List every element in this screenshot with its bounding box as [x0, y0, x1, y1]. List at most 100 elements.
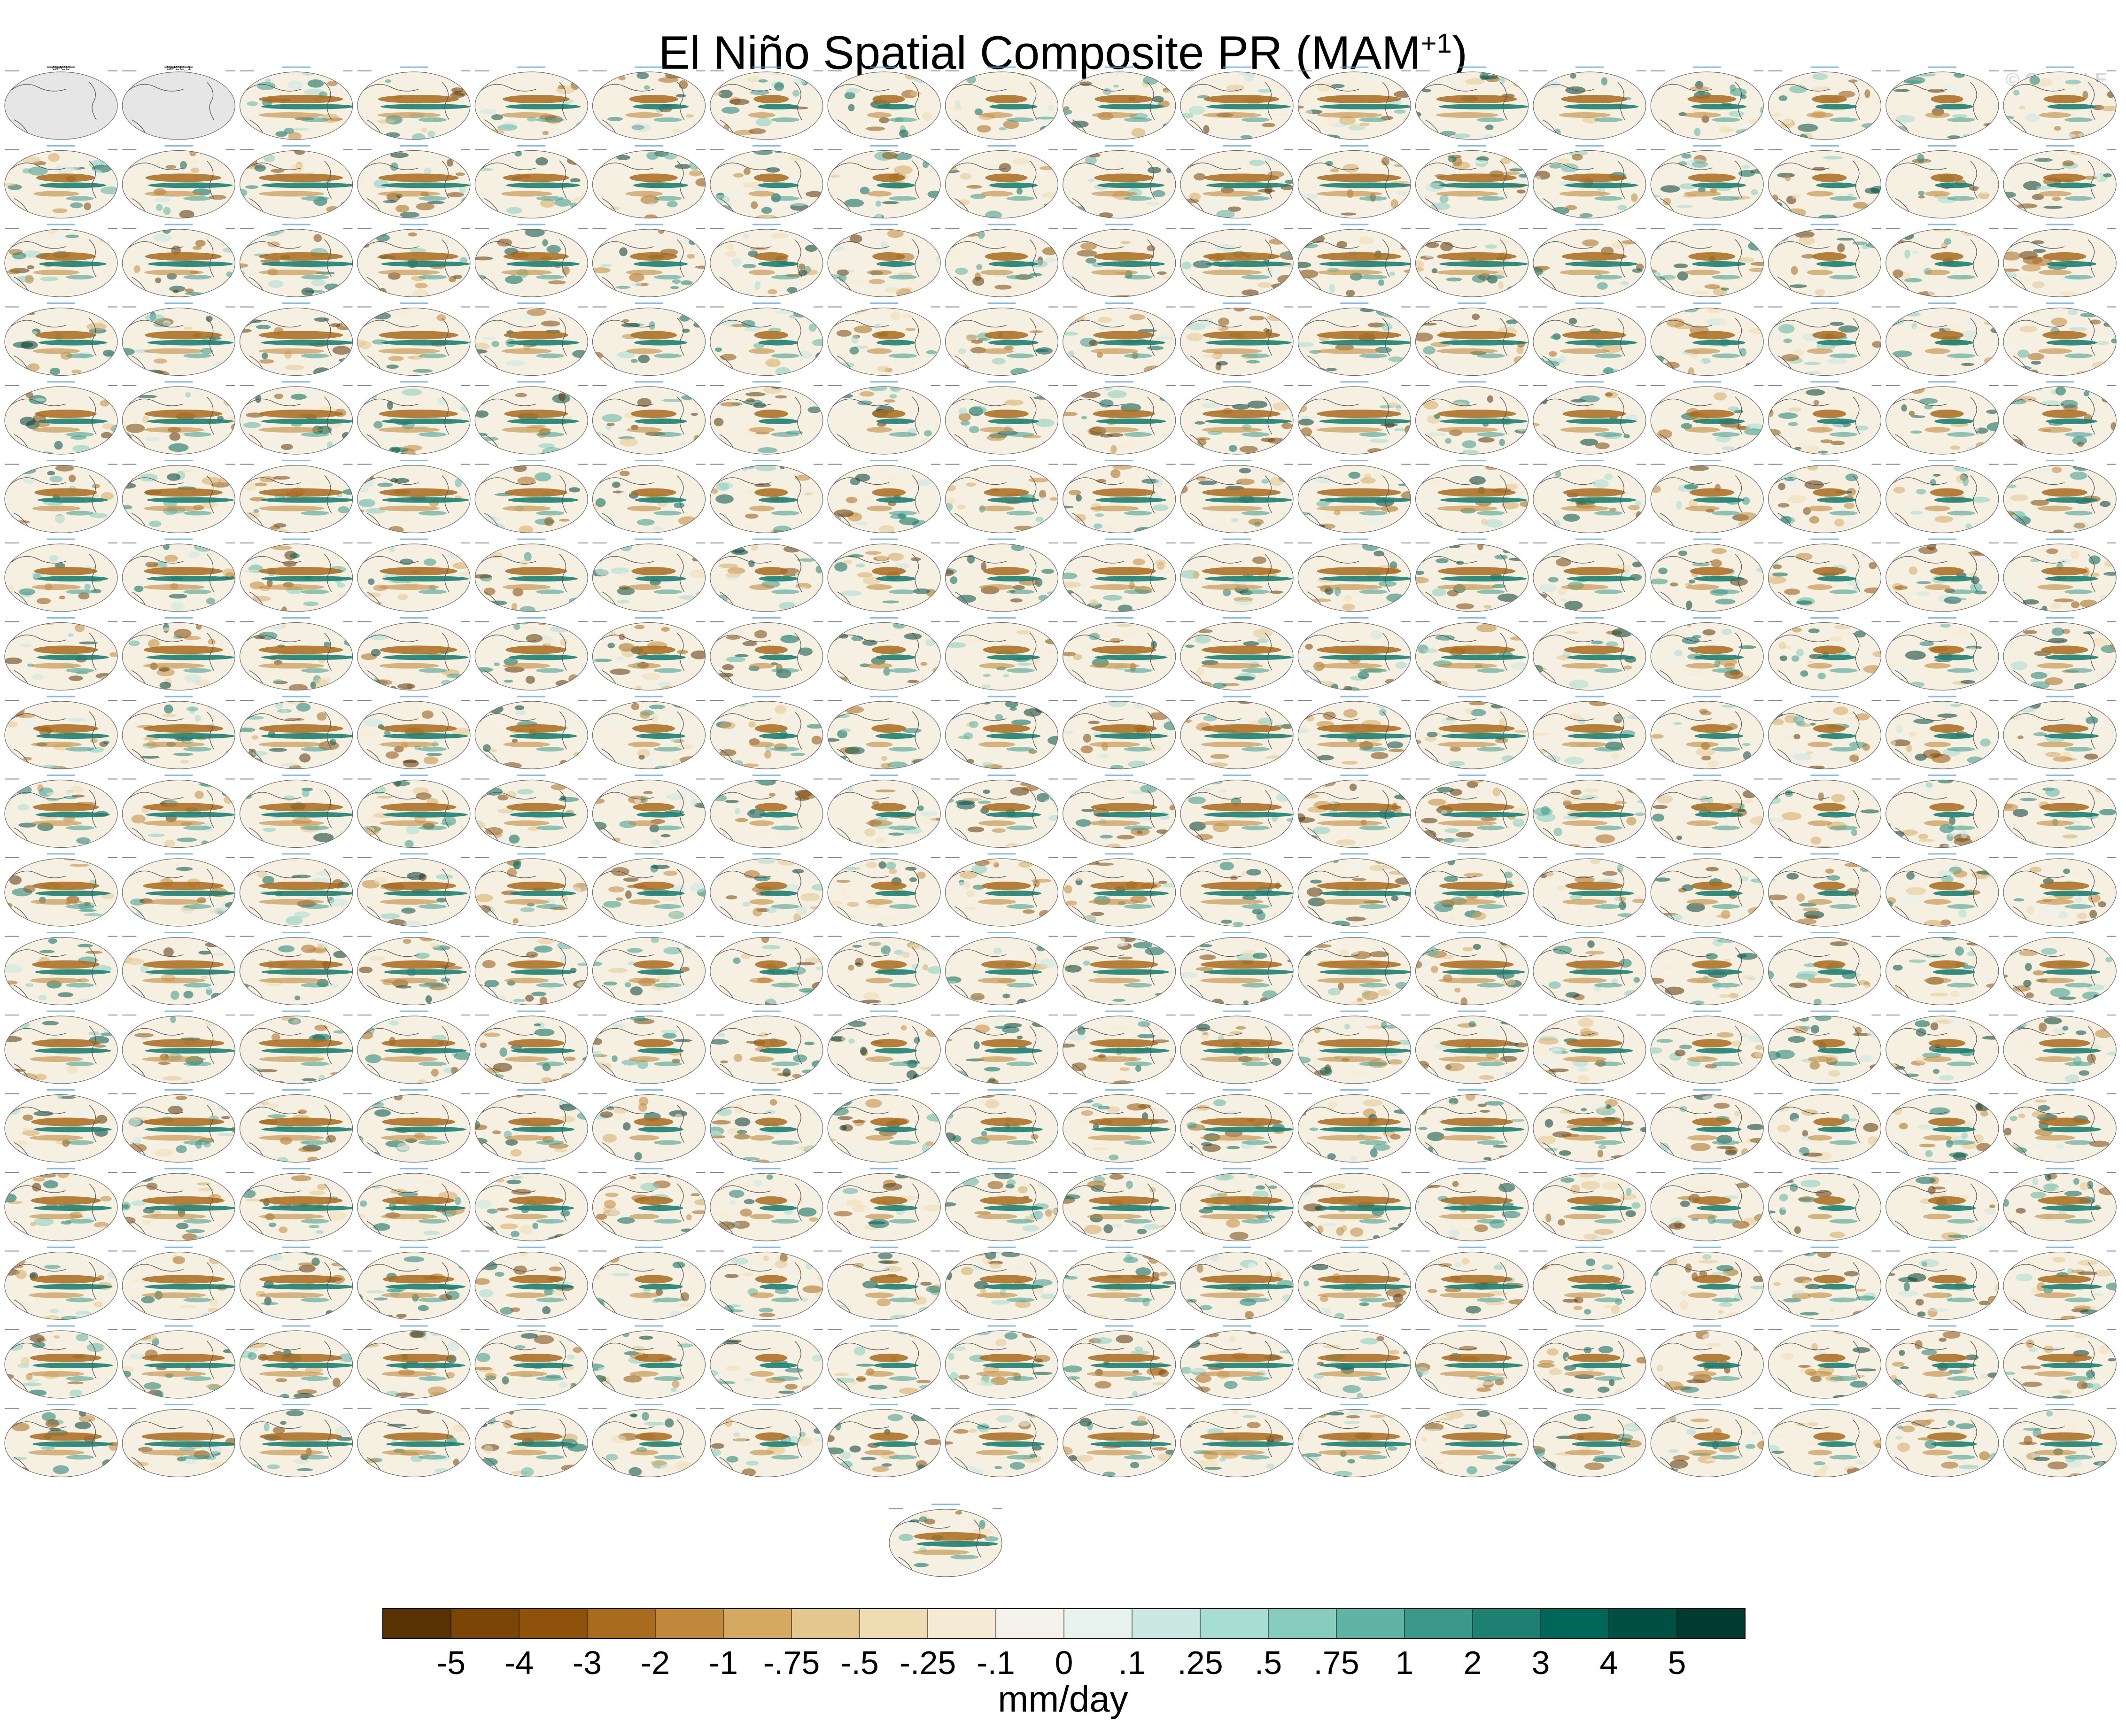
map-panel — [822, 225, 947, 298]
anomaly-blob — [2102, 396, 2113, 403]
wet-anomaly-band — [183, 196, 211, 201]
wet-anomaly-band — [1564, 183, 1638, 188]
dry-anomaly-band — [1807, 506, 1832, 512]
anomaly-blob — [1418, 74, 1426, 79]
map-panel — [828, 618, 941, 691]
anomaly-blob — [828, 312, 835, 320]
anomaly-blob — [1539, 584, 1557, 593]
wet-anomaly-band — [1830, 511, 1858, 516]
map-panel-field — [2003, 383, 2117, 454]
anomaly-blob — [1964, 647, 1981, 654]
dry-anomaly-band — [1560, 427, 1609, 433]
anomaly-blob — [212, 213, 219, 218]
map-panel-field — [589, 542, 713, 614]
wet-anomaly-band — [2047, 261, 2096, 267]
map-panel — [945, 618, 1061, 690]
anomaly-blob — [979, 598, 998, 602]
anomaly-blob — [1347, 306, 1360, 314]
anomaly-blob — [1769, 202, 1783, 208]
anomaly-blob — [1388, 356, 1404, 362]
anomaly-blob — [273, 679, 283, 683]
anomaly-blob — [1404, 270, 1418, 273]
anomaly-blob — [1391, 199, 1398, 208]
anomaly-blob — [1906, 452, 1924, 456]
anomaly-blob — [1389, 191, 1398, 199]
wet-anomaly-band — [536, 196, 564, 201]
anomaly-blob — [134, 586, 143, 592]
anomaly-blob — [195, 240, 206, 247]
anomaly-blob — [2051, 318, 2067, 326]
wet-anomaly-band — [889, 511, 917, 516]
dry-anomaly-band — [34, 488, 97, 497]
wet-anomaly-band — [1934, 576, 1974, 581]
dry-anomaly-band — [1094, 174, 1154, 182]
anomaly-blob — [1257, 189, 1275, 193]
anomaly-blob — [591, 128, 605, 137]
map-panel — [240, 539, 355, 613]
anomaly-blob — [1664, 446, 1672, 455]
wet-anomaly-band — [1006, 275, 1034, 279]
anomaly-blob — [661, 627, 669, 632]
anomaly-blob — [1089, 599, 1098, 606]
anomaly-blob — [1864, 187, 1880, 194]
map-panel — [1651, 67, 1766, 140]
dry-anomaly-band — [1813, 488, 1846, 497]
anomaly-blob — [1689, 580, 1695, 584]
anomaly-blob — [725, 288, 736, 297]
wet-anomaly-band — [989, 183, 1038, 188]
anomaly-blob — [1560, 598, 1567, 602]
anomaly-blob — [442, 229, 452, 233]
anomaly-blob — [1095, 513, 1104, 517]
dry-anomaly-band — [1807, 191, 1833, 197]
anomaly-blob — [819, 371, 825, 378]
wet-anomaly-band — [146, 733, 235, 739]
anomaly-blob — [23, 475, 35, 484]
dry-anomaly-band — [1807, 349, 1833, 354]
anomaly-blob — [1513, 81, 1526, 87]
anomaly-blob — [390, 163, 398, 171]
anomaly-blob — [2103, 173, 2111, 178]
wet-anomaly-band — [1477, 668, 1505, 673]
anomaly-blob — [966, 482, 977, 487]
anomaly-blob — [1521, 357, 1533, 364]
anomaly-blob — [2065, 80, 2081, 85]
anomaly-blob — [1780, 348, 1789, 351]
anomaly-blob — [1234, 676, 1255, 680]
anomaly-blob — [2001, 628, 2009, 633]
anomaly-blob — [171, 602, 185, 611]
anomaly-blob — [617, 657, 623, 660]
anomaly-blob — [188, 551, 200, 558]
map-panel-field — [828, 308, 940, 378]
anomaly-blob — [1342, 604, 1355, 611]
dry-anomaly-band — [1687, 95, 1736, 103]
anomaly-blob — [745, 392, 766, 396]
anomaly-blob — [114, 682, 120, 691]
dry-anomaly-band — [755, 646, 788, 654]
dry-anomaly-band — [1812, 174, 1847, 182]
map-panel-field — [1, 621, 123, 691]
dry-anomaly-band — [872, 410, 906, 418]
anomaly-blob — [942, 569, 954, 576]
anomaly-blob — [260, 476, 276, 482]
anomaly-blob — [1181, 553, 1187, 557]
map-panel — [233, 225, 355, 297]
dry-anomaly-band — [378, 270, 440, 275]
anomaly-blob — [1462, 440, 1476, 448]
map-panel — [1525, 225, 1646, 297]
map-panel — [943, 461, 1058, 533]
anomaly-blob — [1971, 576, 1979, 584]
dry-anomaly-band — [1690, 488, 1734, 497]
anomaly-blob — [448, 550, 464, 558]
anomaly-blob — [822, 284, 835, 288]
anomaly-blob — [1466, 357, 1474, 362]
map-panel-field — [1764, 69, 1885, 142]
dry-anomaly-band — [1203, 112, 1262, 118]
anomaly-blob — [1298, 419, 1314, 426]
map-panel — [1533, 303, 1646, 376]
anomaly-blob — [924, 204, 936, 209]
anomaly-blob — [578, 153, 593, 160]
anomaly-blob — [209, 195, 226, 200]
wet-anomaly-band — [419, 275, 447, 279]
dry-anomaly-band — [1560, 506, 1609, 512]
anomaly-blob — [1623, 666, 1632, 670]
